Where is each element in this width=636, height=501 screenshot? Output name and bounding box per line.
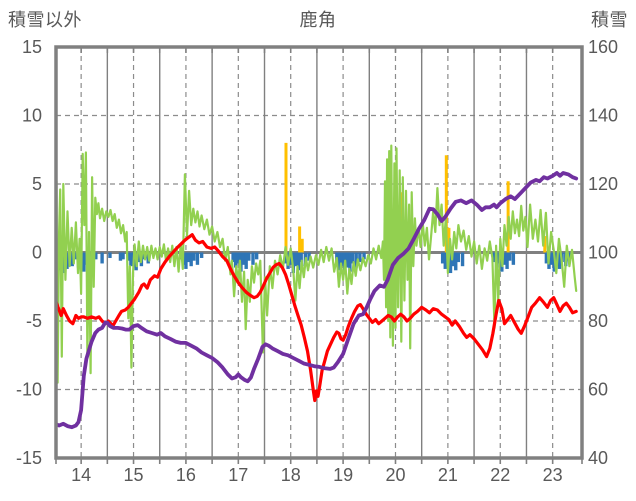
- green-line: [56, 144, 578, 384]
- right-axis-tick-label-80: 80: [588, 311, 608, 331]
- red-line: [56, 233, 578, 403]
- right-axis-tick-label-60: 60: [588, 380, 608, 400]
- left-axis-title: 積雪以外: [8, 10, 82, 30]
- x-axis-tick-label-15: 15: [124, 465, 144, 485]
- chart-title: 鹿角: [299, 10, 337, 30]
- left-axis-tick-label-5: 5: [32, 174, 42, 194]
- right-axis-tick-label-40: 40: [588, 448, 608, 468]
- x-axis-tick-label-22: 22: [490, 465, 510, 485]
- right-axis-tick-label-160: 160: [588, 37, 618, 57]
- x-axis-tick-label-14: 14: [71, 465, 91, 485]
- left-axis-tick-label--5: -5: [26, 311, 42, 331]
- left-axis-tick-label--10: -10: [16, 380, 42, 400]
- plot-border: [54, 45, 584, 460]
- left-axis-tick-label-15: 15: [22, 37, 42, 57]
- x-axis-tick-label-16: 16: [176, 465, 196, 485]
- left-axis-tick-label--15: -15: [16, 448, 42, 468]
- right-axis-tick-label-140: 140: [588, 106, 618, 126]
- left-axis-tick-label-10: 10: [22, 106, 42, 126]
- x-axis-tick-label-23: 23: [543, 465, 563, 485]
- x-axis-tick-label-20: 20: [385, 465, 405, 485]
- series-group: [56, 142, 579, 430]
- x-axis-tick-label-21: 21: [438, 465, 458, 485]
- x-axis-tick-label-18: 18: [281, 465, 301, 485]
- x-axis-tick-label-17: 17: [228, 465, 248, 485]
- right-axis-tick-label-120: 120: [588, 174, 618, 194]
- right-axis-title: 積雪: [591, 10, 628, 30]
- left-axis-tick-label-0: 0: [32, 243, 42, 263]
- purple-line: [56, 171, 579, 430]
- x-axis-tick-label-19: 19: [333, 465, 353, 485]
- right-axis-tick-label-100: 100: [588, 243, 618, 263]
